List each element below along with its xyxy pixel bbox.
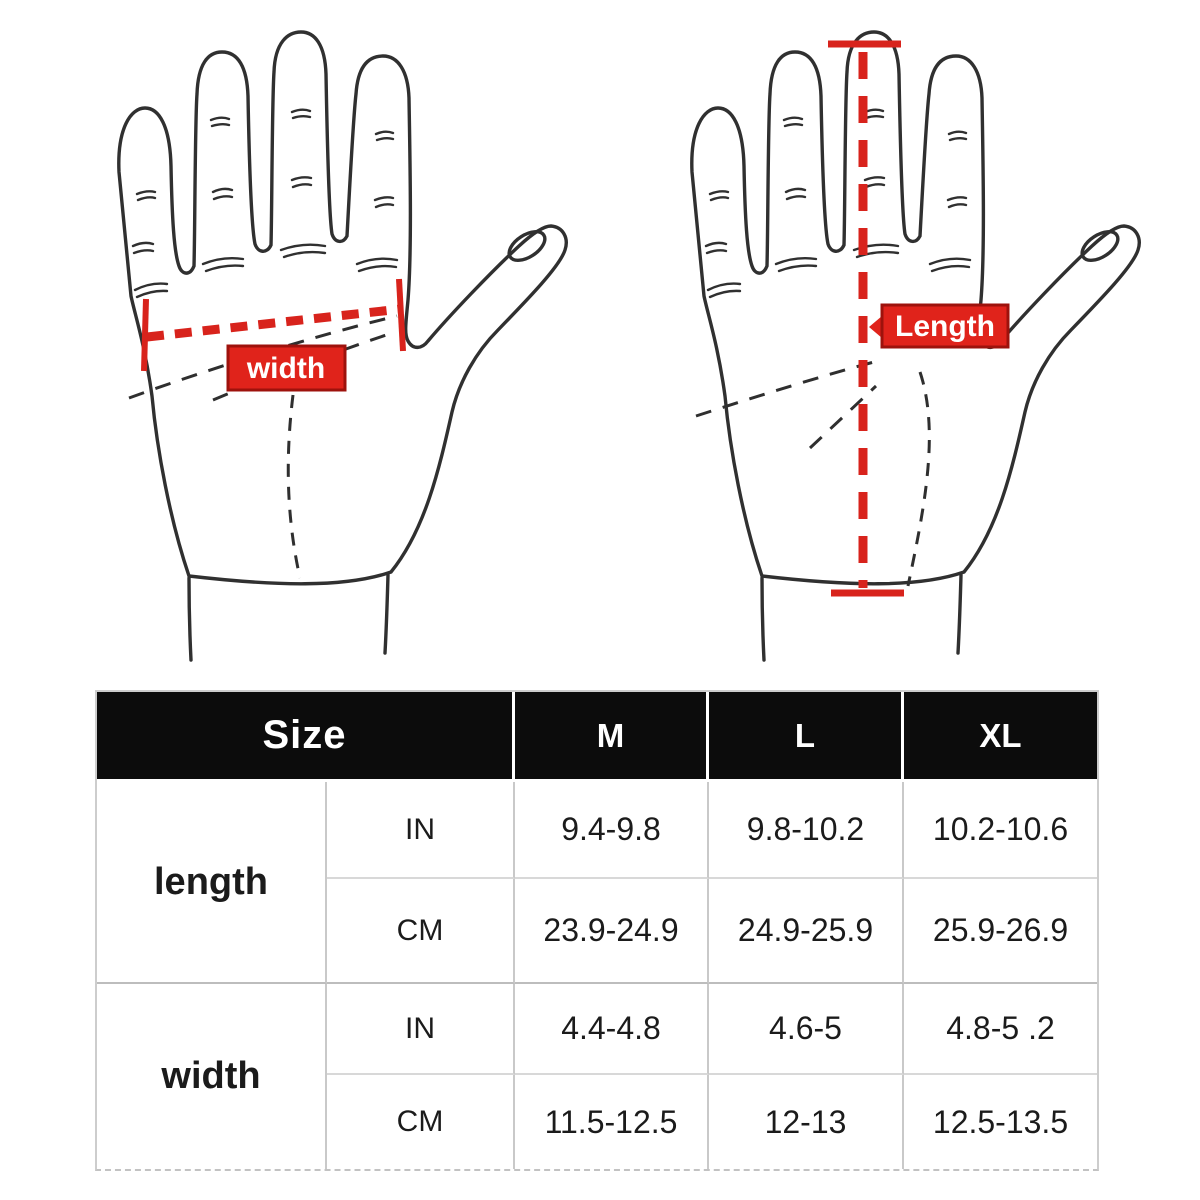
unit-cell: CM bbox=[327, 879, 515, 984]
value-cell-length-cm-m: 23.9-24.9 bbox=[515, 879, 709, 984]
value-cell-length-cm-xl: 25.9-26.9 bbox=[904, 879, 1097, 984]
value-cell-length-in-l: 9.8-10.2 bbox=[709, 782, 904, 879]
value-cell-width-cm-l: 12-13 bbox=[709, 1075, 904, 1169]
length-label-pointer bbox=[869, 316, 882, 338]
table-header-size: Size bbox=[97, 692, 515, 782]
width-right-tick bbox=[396, 278, 406, 352]
width-dashed-line bbox=[146, 304, 402, 342]
width-label: width bbox=[246, 352, 325, 385]
left-hand-width-diagram: width bbox=[117, 30, 568, 662]
unit-cell: IN bbox=[327, 782, 515, 879]
value-cell-width-in-xl: 4.8-5 .2 bbox=[904, 984, 1097, 1075]
row-label-length: length bbox=[97, 782, 327, 984]
value-cell-length-in-m: 9.4-9.8 bbox=[515, 782, 709, 879]
table-header-xl: XL bbox=[904, 692, 1097, 782]
unit-cell: IN bbox=[327, 984, 515, 1075]
value-cell-width-cm-m: 11.5-12.5 bbox=[515, 1075, 709, 1169]
right-hand-length-diagram: Length bbox=[690, 30, 1141, 662]
size-table: Size M L XL length IN 9.4-9.8 9.8-10.2 1… bbox=[95, 690, 1099, 1171]
row-label-width: width bbox=[97, 984, 327, 1169]
palm-crease-lines bbox=[695, 360, 931, 587]
width-label-box bbox=[226, 344, 347, 392]
length-measure-annotation: Length bbox=[828, 40, 1010, 597]
value-cell-length-in-xl: 10.2-10.6 bbox=[904, 782, 1097, 879]
table-header-l: L bbox=[709, 692, 904, 782]
length-label-box bbox=[880, 303, 1010, 349]
width-left-tick bbox=[141, 298, 149, 372]
width-measure-annotation: width bbox=[141, 278, 406, 392]
length-label: Length bbox=[895, 310, 995, 343]
value-cell-length-cm-l: 24.9-25.9 bbox=[709, 879, 904, 984]
value-cell-width-in-l: 4.6-5 bbox=[709, 984, 904, 1075]
value-cell-width-cm-xl: 12.5-13.5 bbox=[932, 1103, 1069, 1140]
table-header-m: M bbox=[515, 692, 709, 782]
value-cell-width-in-m: 4.4-4.8 bbox=[515, 984, 709, 1075]
unit-cell: CM bbox=[327, 1075, 515, 1169]
